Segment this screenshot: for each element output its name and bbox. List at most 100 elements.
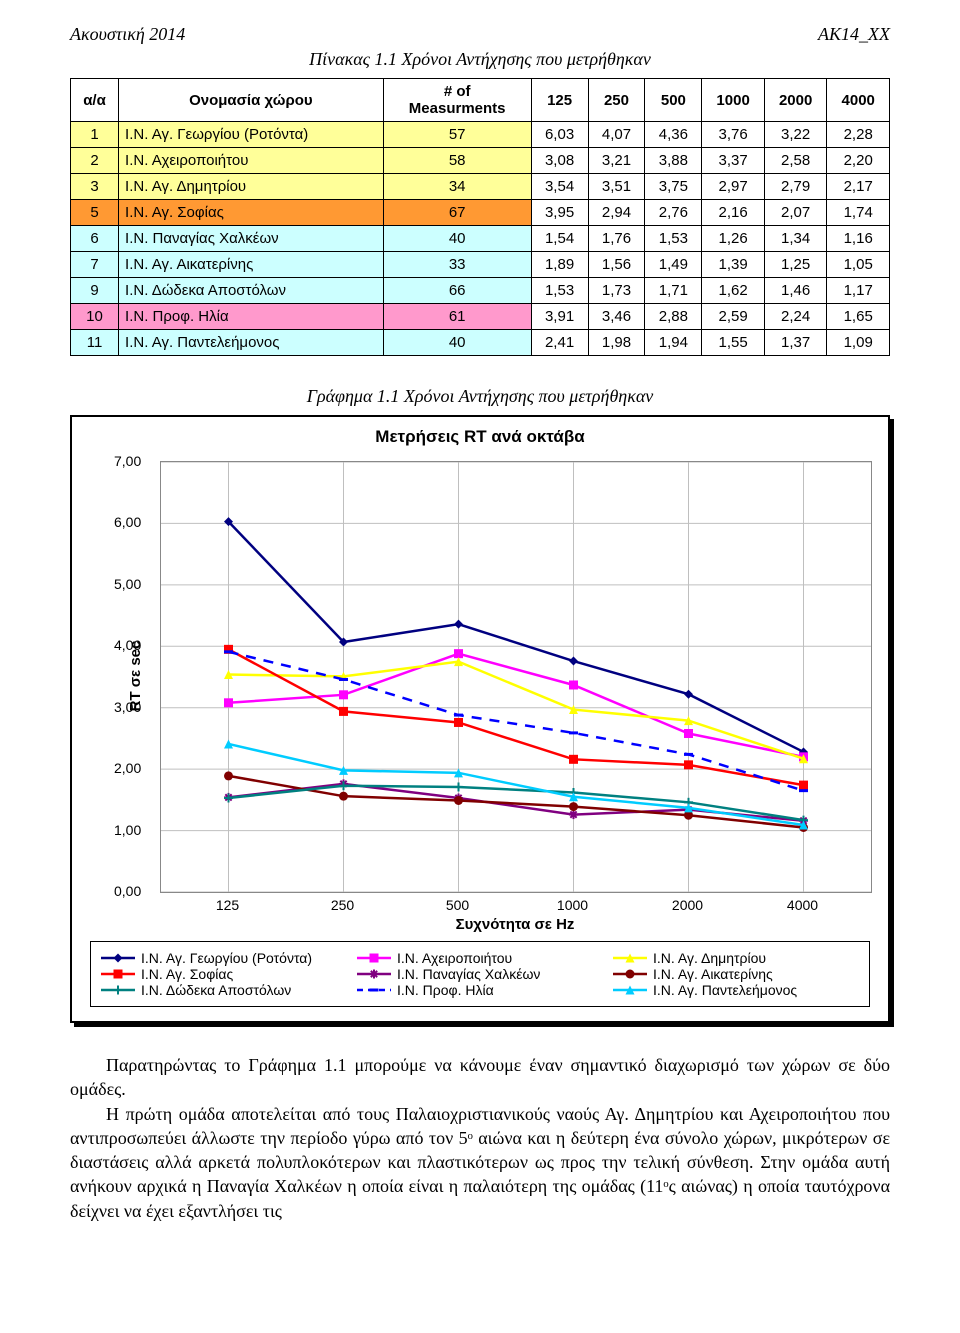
header-right: ΑΚ14_XX	[818, 24, 890, 45]
cell: 4,07	[588, 122, 645, 148]
th-1000: 1000	[702, 79, 765, 122]
table-caption: Πίνακας 1.1 Χρόνοι Αντήχησης που μετρήθη…	[70, 49, 890, 70]
cell: 2,28	[827, 122, 890, 148]
th-2000: 2000	[764, 79, 827, 122]
chart-title: Μετρήσεις RT ανά οκτάβα	[90, 427, 870, 447]
cell: 1,55	[702, 330, 765, 356]
header-left: Ακουστική 2014	[70, 24, 185, 45]
ytick: 0,00	[114, 883, 141, 899]
cell: 58	[383, 148, 531, 174]
table-row: 10Ι.Ν. Προφ. Ηλία613,913,462,882,592,241…	[71, 304, 890, 330]
cell: 1,17	[827, 278, 890, 304]
paragraph-1: Παρατηρώντας το Γράφημα 1.1 μπορούμε να …	[70, 1053, 890, 1102]
cell: 3,46	[588, 304, 645, 330]
body-text: Παρατηρώντας το Γράφημα 1.1 μπορούμε να …	[70, 1053, 890, 1223]
cell: 1,94	[645, 330, 702, 356]
cell: 3,22	[764, 122, 827, 148]
chart-plot: RT σε sec Συχνότητα σε Hz 0,001,002,003,…	[160, 461, 870, 891]
cell: 3,75	[645, 174, 702, 200]
cell: 1,37	[764, 330, 827, 356]
cell-name: Ι.Ν. Αγ. Αικατερίνης	[119, 252, 384, 278]
table-row: 6Ι.Ν. Παναγίας Χαλκέων401,541,761,531,26…	[71, 226, 890, 252]
cell: 3,76	[702, 122, 765, 148]
cell: 1,53	[531, 278, 588, 304]
cell: 1,09	[827, 330, 890, 356]
cell: 3,51	[588, 174, 645, 200]
cell-name: Ι.Ν. Δώδεκα Αποστόλων	[119, 278, 384, 304]
legend-item: Ι.Ν. Παναγίας Χαλκέων	[357, 966, 603, 982]
cell: 3,95	[531, 200, 588, 226]
xtick: 4000	[787, 897, 818, 913]
cell: 34	[383, 174, 531, 200]
cell: 67	[383, 200, 531, 226]
cell: 11	[71, 330, 119, 356]
th-name: Ονομασία χώρου	[119, 79, 384, 122]
ytick: 3,00	[114, 699, 141, 715]
cell-name: Ι.Ν. Παναγίας Χαλκέων	[119, 226, 384, 252]
cell: 33	[383, 252, 531, 278]
cell: 1,49	[645, 252, 702, 278]
cell: 6,03	[531, 122, 588, 148]
table-row: 2Ι.Ν. Αχειροποιήτου583,083,213,883,372,5…	[71, 148, 890, 174]
cell: 1	[71, 122, 119, 148]
legend-label: Ι.Ν. Αγ. Παντελεήμονος	[653, 982, 797, 998]
cell: 3,21	[588, 148, 645, 174]
cell: 3,88	[645, 148, 702, 174]
cell: 2,17	[827, 174, 890, 200]
cell: 3,54	[531, 174, 588, 200]
chart-xlabel: Συχνότητα σε Hz	[160, 916, 870, 933]
cell: 1,62	[702, 278, 765, 304]
th-125: 125	[531, 79, 588, 122]
chart-svg	[160, 461, 872, 893]
cell: 1,76	[588, 226, 645, 252]
legend-item: Ι.Ν. Δώδεκα Αποστόλων	[101, 982, 347, 998]
paragraph-2: Η πρώτη ομάδα αποτελείται από τους Παλαι…	[70, 1102, 890, 1223]
table-row: 1Ι.Ν. Αγ. Γεωργίου (Ροτόντα)576,034,074,…	[71, 122, 890, 148]
cell-name: Ι.Ν. Αχειροποιήτου	[119, 148, 384, 174]
legend-item: Ι.Ν. Αγ. Αικατερίνης	[613, 966, 859, 982]
cell: 1,71	[645, 278, 702, 304]
cell-name: Ι.Ν. Προφ. Ηλία	[119, 304, 384, 330]
cell: 57	[383, 122, 531, 148]
cell: 7	[71, 252, 119, 278]
cell: 1,65	[827, 304, 890, 330]
ytick: 2,00	[114, 760, 141, 776]
ytick: 6,00	[114, 514, 141, 530]
cell: 1,98	[588, 330, 645, 356]
cell: 1,16	[827, 226, 890, 252]
cell: 66	[383, 278, 531, 304]
rt-table: α/α Ονομασία χώρου # of Measurments 125 …	[70, 78, 890, 356]
cell: 2,97	[702, 174, 765, 200]
cell: 10	[71, 304, 119, 330]
cell: 1,53	[645, 226, 702, 252]
cell: 2,16	[702, 200, 765, 226]
xtick: 2000	[672, 897, 703, 913]
cell: 40	[383, 330, 531, 356]
cell-name: Ι.Ν. Αγ. Παντελεήμονος	[119, 330, 384, 356]
cell: 4,36	[645, 122, 702, 148]
th-meas: # of Measurments	[383, 79, 531, 122]
chart-caption: Γράφημα 1.1 Χρόνοι Αντήχησης που μετρήθη…	[70, 386, 890, 407]
xtick: 125	[216, 897, 239, 913]
legend-item: Ι.Ν. Αγ. Παντελεήμονος	[613, 982, 859, 998]
xtick: 250	[331, 897, 354, 913]
table-row: 7Ι.Ν. Αγ. Αικατερίνης331,891,561,491,391…	[71, 252, 890, 278]
legend-label: Ι.Ν. Δώδεκα Αποστόλων	[141, 982, 291, 998]
cell: 1,74	[827, 200, 890, 226]
xtick: 1000	[557, 897, 588, 913]
cell: 1,56	[588, 252, 645, 278]
legend-item: Ι.Ν. Αγ. Γεωργίου (Ροτόντα)	[101, 950, 347, 966]
cell: 2,07	[764, 200, 827, 226]
legend-label: Ι.Ν. Παναγίας Χαλκέων	[397, 966, 540, 982]
cell: 1,54	[531, 226, 588, 252]
cell: 2,94	[588, 200, 645, 226]
cell: 5	[71, 200, 119, 226]
cell: 1,46	[764, 278, 827, 304]
ytick: 7,00	[114, 453, 141, 469]
legend-item: Ι.Ν. Αγ. Δημητρίου	[613, 950, 859, 966]
legend-item: Ι.Ν. Αγ. Σοφίας	[101, 966, 347, 982]
cell-name: Ι.Ν. Αγ. Γεωργίου (Ροτόντα)	[119, 122, 384, 148]
cell: 2,79	[764, 174, 827, 200]
cell: 2,88	[645, 304, 702, 330]
cell: 2	[71, 148, 119, 174]
